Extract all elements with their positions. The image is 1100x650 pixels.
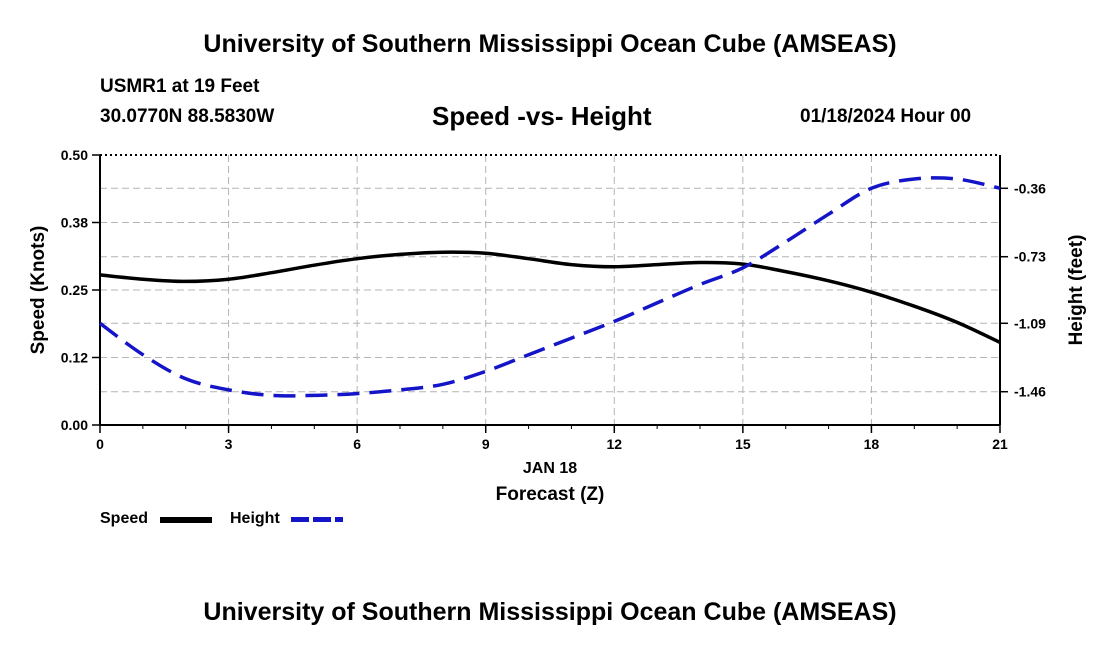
x-tick-label: 18 — [864, 436, 880, 452]
x-sublabel: JAN 18 — [523, 460, 577, 477]
x-tick-label: 3 — [225, 436, 233, 452]
x-tick-label: 21 — [992, 436, 1008, 452]
datetime-label: 01/18/2024 Hour 00 — [800, 106, 972, 127]
y-right-tick-label: -0.73 — [1014, 249, 1046, 265]
top-title: University of Southern Mississippi Ocean… — [203, 30, 897, 58]
y-left-tick-label: 0.38 — [61, 215, 88, 231]
y-left-tick-label: 0.50 — [61, 147, 88, 163]
y-left-tick-label: 0.25 — [61, 282, 88, 298]
legend-speed-label: Speed — [100, 510, 149, 527]
x-tick-label: 15 — [735, 436, 751, 452]
legend-height-label: Height — [230, 510, 280, 527]
y-right-tick-label: -0.36 — [1014, 180, 1046, 196]
coordinates-label: 30.0770N 88.5830W — [100, 106, 275, 127]
station-label: USMR1 at 19 Feet — [100, 76, 260, 97]
y-left-tick-label: 0.00 — [61, 417, 88, 433]
chart-title: Speed -vs- Height — [432, 101, 652, 131]
x-axis-label: Forecast (Z) — [496, 484, 605, 505]
y-right-tick-label: -1.46 — [1014, 384, 1046, 400]
x-tick-label: 6 — [353, 436, 361, 452]
series-line-height — [98, 176, 1001, 398]
series-line-speed — [99, 250, 1001, 344]
legend-height-swatch — [291, 517, 343, 522]
x-tick-label: 0 — [96, 436, 104, 452]
x-tick-label: 12 — [606, 436, 622, 452]
legend-speed-swatch — [160, 517, 212, 523]
bottom-title: University of Southern Mississippi Ocean… — [203, 598, 897, 626]
y-right-tick-label: -1.09 — [1014, 315, 1046, 331]
x-tick-label: 9 — [482, 436, 490, 452]
y-right-axis-label: Height (feet) — [1066, 235, 1087, 346]
speed-height-chart: 0 3 6 9 12 15 18 21 0.00 0.12 0.25 0.38 0.50 -1.46 -1.… — [28, 147, 1087, 505]
y-left-tick-label: 0.12 — [61, 350, 88, 366]
y-left-axis-label: Speed (Knots) — [28, 226, 49, 355]
